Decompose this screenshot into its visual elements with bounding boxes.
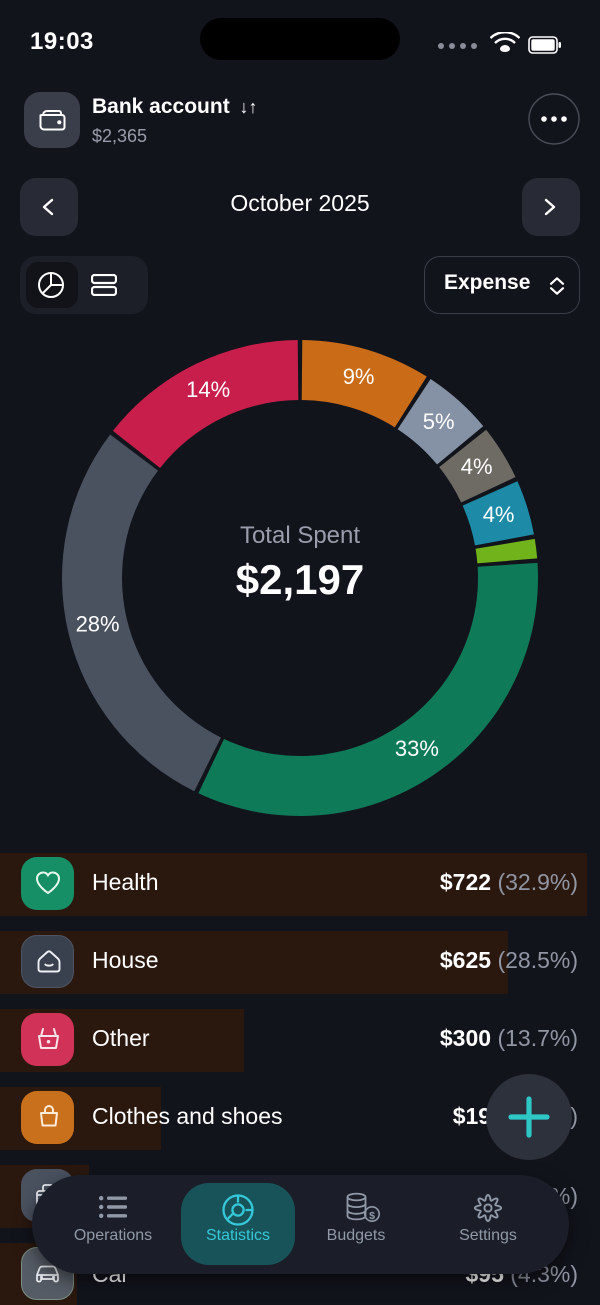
svg-text:14%: 14% bbox=[186, 377, 230, 402]
svg-text:5%: 5% bbox=[423, 409, 455, 434]
svg-text:$: $ bbox=[369, 1210, 375, 1222]
svg-text:9%: 9% bbox=[343, 364, 375, 389]
svg-text:4%: 4% bbox=[461, 454, 493, 479]
svg-text:28%: 28% bbox=[76, 612, 120, 637]
svg-text:33%: 33% bbox=[395, 736, 439, 761]
